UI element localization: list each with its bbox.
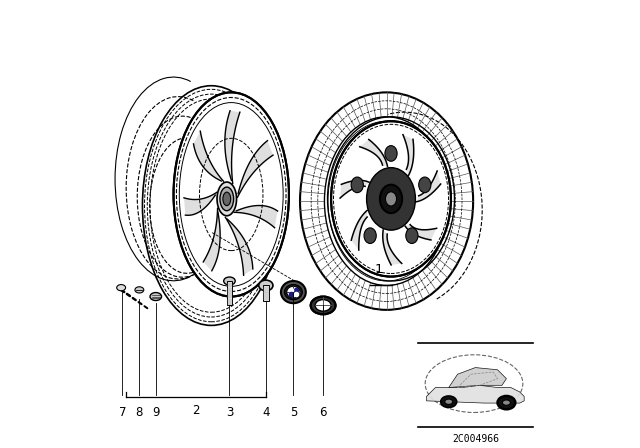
- Ellipse shape: [223, 192, 230, 206]
- Polygon shape: [225, 111, 240, 183]
- Polygon shape: [193, 131, 223, 181]
- Ellipse shape: [385, 146, 397, 161]
- Text: 3: 3: [226, 406, 233, 419]
- Text: 9: 9: [152, 406, 159, 419]
- Bar: [227, 281, 232, 306]
- Polygon shape: [204, 208, 220, 271]
- Polygon shape: [405, 224, 436, 240]
- Text: 2: 2: [192, 404, 200, 417]
- Ellipse shape: [497, 396, 515, 409]
- Ellipse shape: [315, 300, 331, 311]
- Bar: [263, 285, 269, 301]
- Ellipse shape: [419, 177, 431, 193]
- Text: 8: 8: [136, 406, 143, 419]
- Text: 4: 4: [262, 406, 269, 419]
- Ellipse shape: [224, 277, 236, 285]
- Ellipse shape: [351, 177, 364, 193]
- Polygon shape: [449, 367, 506, 388]
- Ellipse shape: [281, 281, 306, 303]
- Polygon shape: [403, 135, 413, 175]
- Text: 7: 7: [119, 406, 126, 419]
- Ellipse shape: [220, 187, 234, 211]
- Ellipse shape: [287, 286, 300, 298]
- Ellipse shape: [173, 92, 289, 297]
- Polygon shape: [351, 211, 367, 250]
- Text: 6: 6: [319, 406, 327, 419]
- Text: 5: 5: [290, 406, 297, 419]
- Ellipse shape: [502, 400, 511, 405]
- Ellipse shape: [499, 397, 515, 409]
- Ellipse shape: [380, 185, 402, 213]
- Ellipse shape: [367, 168, 415, 230]
- Polygon shape: [383, 230, 402, 265]
- Ellipse shape: [441, 396, 457, 408]
- Ellipse shape: [116, 284, 125, 291]
- Polygon shape: [360, 139, 388, 167]
- Polygon shape: [225, 217, 253, 275]
- Ellipse shape: [331, 121, 451, 276]
- Polygon shape: [417, 171, 441, 202]
- Text: 1: 1: [374, 263, 383, 276]
- Ellipse shape: [217, 182, 237, 216]
- Polygon shape: [340, 181, 369, 198]
- Ellipse shape: [445, 399, 452, 405]
- Polygon shape: [234, 206, 278, 228]
- Ellipse shape: [385, 192, 397, 206]
- Ellipse shape: [285, 284, 302, 300]
- Ellipse shape: [364, 228, 376, 243]
- Text: 2C004966: 2C004966: [452, 434, 499, 444]
- Polygon shape: [237, 141, 273, 197]
- Polygon shape: [426, 385, 524, 403]
- Ellipse shape: [310, 297, 335, 314]
- Ellipse shape: [150, 293, 161, 301]
- Ellipse shape: [135, 287, 144, 293]
- Ellipse shape: [406, 228, 418, 243]
- Ellipse shape: [259, 280, 273, 291]
- Polygon shape: [184, 192, 217, 215]
